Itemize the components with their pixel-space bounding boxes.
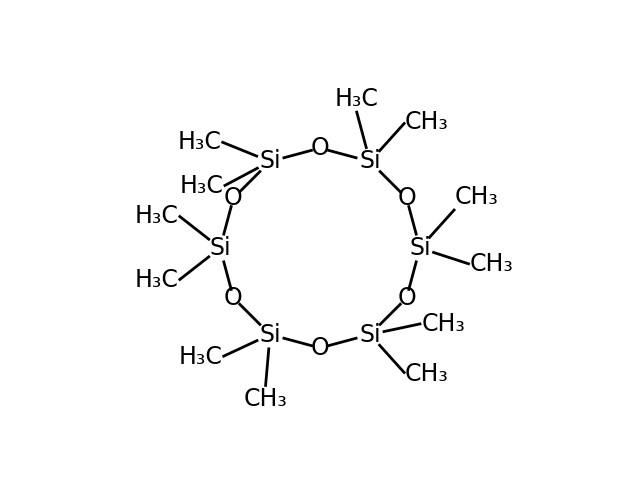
Text: H₃C: H₃C — [177, 130, 221, 154]
Text: Si: Si — [259, 149, 281, 173]
Text: CH₃: CH₃ — [405, 111, 449, 134]
Text: H₃C: H₃C — [335, 87, 378, 111]
Text: Si: Si — [409, 236, 431, 260]
Text: H₃C: H₃C — [135, 269, 179, 292]
Text: O: O — [224, 186, 243, 210]
Text: Si: Si — [359, 149, 381, 173]
Text: O: O — [310, 336, 330, 360]
Text: O: O — [397, 286, 416, 310]
Text: Si: Si — [359, 323, 381, 347]
Text: Si: Si — [209, 236, 231, 260]
Text: CH₃: CH₃ — [244, 387, 287, 411]
Text: CH₃: CH₃ — [455, 185, 499, 209]
Text: H₃C: H₃C — [180, 174, 224, 198]
Text: H₃C: H₃C — [179, 345, 223, 369]
Text: O: O — [224, 286, 243, 310]
Text: CH₃: CH₃ — [470, 252, 514, 276]
Text: O: O — [397, 186, 416, 210]
Text: CH₃: CH₃ — [405, 362, 449, 386]
Text: H₃C: H₃C — [135, 204, 179, 228]
Text: O: O — [310, 136, 330, 160]
Text: Si: Si — [259, 323, 281, 347]
Text: CH₃: CH₃ — [421, 312, 465, 336]
